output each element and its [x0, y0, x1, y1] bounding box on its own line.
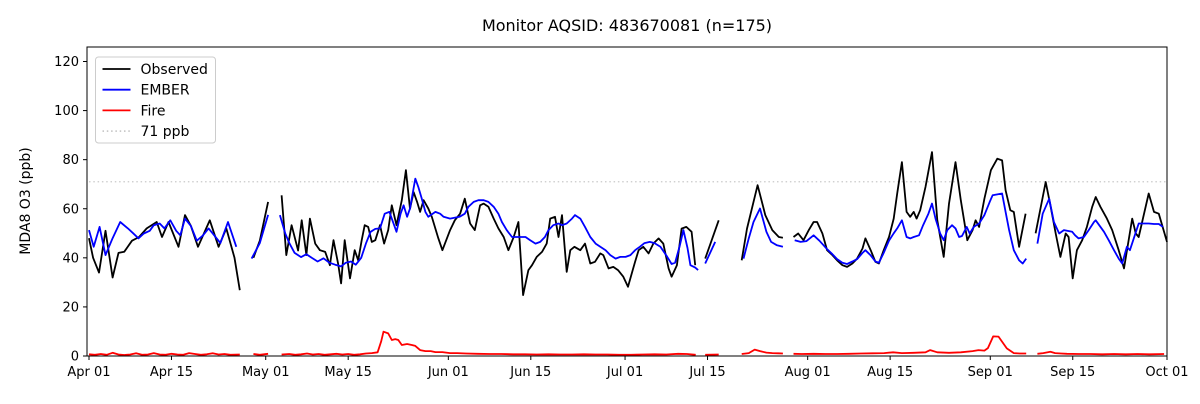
x-tick-label: May 01 [242, 365, 290, 380]
x-tick-label: Aug 15 [867, 365, 913, 380]
plot-frame [87, 47, 1167, 356]
series-fire-line [794, 336, 1027, 354]
series-observed-line [705, 220, 719, 258]
x-tick-label: Jun 15 [509, 365, 551, 380]
legend-label-ember: EMBER [141, 83, 190, 99]
y-tick-label: 20 [62, 300, 79, 315]
legend-label-fire: Fire [141, 103, 166, 119]
x-tick-label: Apr 15 [150, 365, 193, 380]
x-tick-label: Aug 01 [785, 365, 831, 380]
x-tick-label: Jul 15 [688, 365, 725, 380]
x-tick-label: Jul 01 [606, 365, 643, 380]
series-fire-line [1037, 352, 1164, 355]
x-tick-label: Jun 01 [427, 365, 469, 380]
y-tick-label: 120 [54, 55, 79, 70]
series-observed-line [89, 215, 240, 290]
x-tick-label: Sep 15 [1050, 365, 1095, 380]
x-tick-label: Oct 01 [1145, 365, 1188, 380]
y-tick-label: 40 [62, 251, 79, 266]
x-tick-label: Apr 01 [67, 365, 110, 380]
y-axis-label: MDA8 O3 (ppb) [18, 147, 34, 255]
series-fire-line [742, 350, 783, 354]
x-tick-label: May 15 [324, 365, 372, 380]
legend: Observed EMBER Fire 71 ppb [96, 57, 216, 143]
y-tick-label: 100 [54, 104, 79, 119]
legend-label-71-ppb: 71 ppb [141, 124, 190, 140]
series-ember-line [1037, 199, 1163, 264]
series-fire-line [282, 332, 696, 355]
series-layer [89, 152, 1167, 355]
chart-title: Monitor AQSID: 483670081 (n=175) [482, 16, 772, 35]
y-tick-label: 80 [62, 153, 79, 168]
series-fire-line [89, 353, 240, 355]
series-fire-line [253, 354, 268, 355]
y-tick-label: 60 [62, 202, 79, 217]
series-observed-line [1036, 182, 1167, 278]
y-tick-label: 0 [71, 350, 79, 365]
x-axis-ticks: Apr 01 Apr 15 May 01 May 15 Jun 01 Jun 15 Jul … [67, 356, 1188, 380]
series-observed-line [282, 170, 696, 295]
series-observed-line [742, 185, 783, 260]
legend-label-observed: Observed [141, 62, 208, 78]
y-axis-ticks: 0 20 40 60 80 100 120 [54, 55, 87, 365]
x-tick-label: Sep 01 [968, 365, 1013, 380]
